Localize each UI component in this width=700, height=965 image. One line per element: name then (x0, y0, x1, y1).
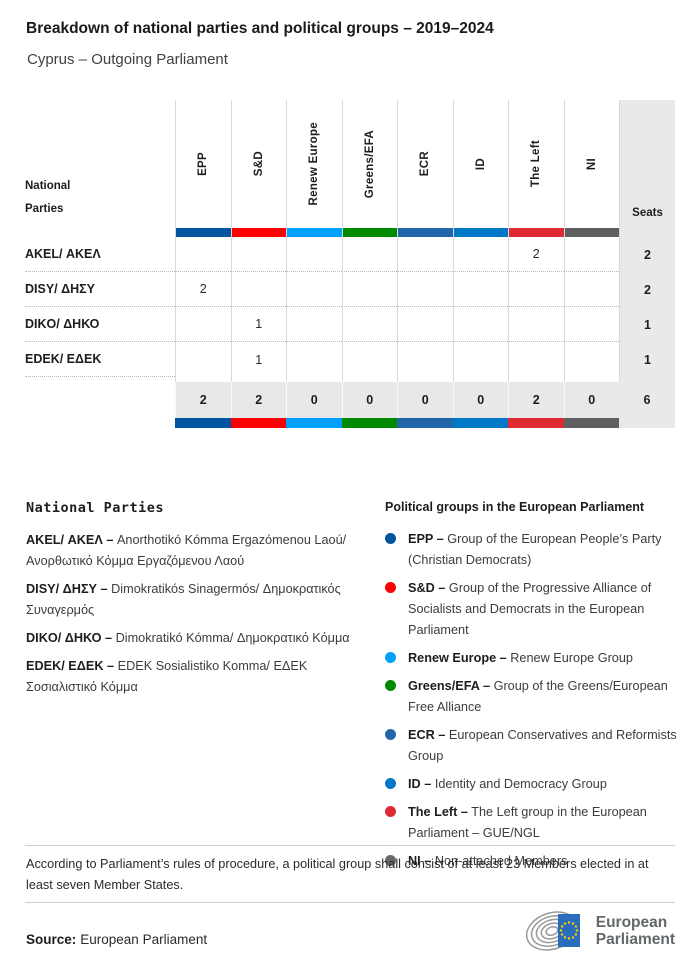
legend-item: Greens/EFA – Group of the Greens/Europea… (385, 676, 677, 718)
column-header-renew: Renew Europe (286, 100, 342, 228)
legend-item: ID – Identity and Democracy Group (385, 774, 677, 795)
ecr-color-swatch (397, 228, 453, 237)
epp-color-swatch (175, 418, 231, 428)
seats-table: National Parties EPP S&D Renew Europe Gr… (25, 100, 675, 428)
total-value: 0 (286, 382, 342, 418)
legend-item: DIKO/ ΔΗΚΟ – Dimokratikó Kómma/ Δημοκρατ… (26, 631, 350, 645)
national-parties-legend: National Parties AKEL/ ΑΚΕΛ – Anorthotik… (26, 500, 360, 705)
party-name: EDEK/ ΕΔΕΚ (25, 342, 175, 377)
theleft-color-swatch (508, 228, 564, 237)
total-value: 2 (508, 382, 564, 418)
ni-dot-icon (385, 855, 396, 866)
national-parties-header: National Parties (25, 180, 71, 215)
party-name: DIKO/ ΔΗΚΟ (25, 307, 175, 342)
sd-color-swatch (230, 418, 286, 428)
legend-item: AKEL/ ΑΚΕΛ – Anorthotikó Kómma Ergazómen… (26, 533, 347, 568)
ep-hemicycle-icon (525, 911, 580, 951)
divider (25, 845, 675, 846)
legend-item: ECR – European Conservatives and Reformi… (385, 725, 677, 767)
seats-value: 1 (619, 307, 675, 342)
epp-color-swatch (175, 228, 231, 237)
greens-dot-icon (385, 680, 396, 691)
sd-color-swatch (230, 228, 286, 237)
id-dot-icon (385, 778, 396, 789)
total-value: 2 (175, 382, 231, 418)
footnote-text: According to Parliament’s rules of proce… (26, 857, 649, 892)
page-subtitle: Cyprus – Outgoing Parliament (27, 51, 228, 68)
political-groups-legend: Political groups in the European Parliam… (385, 500, 677, 879)
table-header-row: National Parties EPP S&D Renew Europe Gr… (25, 100, 675, 228)
group-color-bar-bottom (25, 418, 675, 428)
seats-value: 1 (619, 342, 675, 377)
table-row: DIKO/ ΔΗΚΟ 1 1 (25, 307, 675, 342)
column-header-epp: EPP (175, 100, 231, 228)
legend-heading: National Parties (26, 500, 165, 516)
column-header-theleft: The Left (508, 100, 564, 228)
total-value: 0 (341, 382, 397, 418)
total-value: 0 (563, 382, 619, 418)
column-header-sd: S&D (230, 100, 287, 228)
column-header-greens: Greens/EFA (341, 100, 398, 228)
legend-item: EDEK/ ΕΔΕΚ – EDEK Sosialistiko Komma/ ΕΔ… (26, 659, 308, 694)
ecr-color-swatch (397, 418, 453, 428)
table-totals-row: 2 2 0 0 0 0 2 0 6 (25, 382, 675, 418)
legend-item: EPP – Group of the European People’s Par… (385, 529, 677, 571)
party-name: AKEL/ ΑΚΕΛ (25, 237, 175, 272)
column-header-id: ID (452, 100, 509, 228)
column-header-ni: NI (563, 100, 620, 228)
column-header-seats: Seats (619, 100, 675, 228)
legend-item: The Left – The Left group in the Europea… (385, 802, 677, 844)
legend-item: Renew Europe – Renew Europe Group (385, 648, 677, 669)
seats-value: 2 (619, 272, 675, 307)
greens-color-swatch (341, 228, 397, 237)
total-seats: 6 (619, 382, 675, 418)
total-value: 0 (452, 382, 508, 418)
legend-item: DISY/ ΔΗΣΥ – Dimokratikós Sinagermós/ Δη… (26, 582, 341, 617)
page-title: Breakdown of national parties and politi… (26, 20, 494, 37)
renew-dot-icon (385, 652, 396, 663)
european-parliament-logo: European Parliament (525, 908, 675, 954)
sd-dot-icon (385, 582, 396, 593)
total-value: 2 (230, 382, 286, 418)
ni-color-swatch (563, 228, 619, 237)
ep-logo-text: European Parliament (595, 914, 675, 948)
legend-item: NI – Non-attached Members (385, 851, 677, 872)
renew-color-swatch (286, 418, 342, 428)
legend-heading: Political groups in the European Parliam… (385, 500, 645, 514)
table-spacer-row (25, 377, 675, 382)
eu-flag-icon (557, 914, 580, 947)
seats-value: 2 (619, 237, 675, 272)
column-header-ecr: ECR (397, 100, 453, 228)
table-row: AKEL/ ΑΚΕΛ 2 2 (25, 237, 675, 272)
ecr-dot-icon (385, 729, 396, 740)
theleft-color-swatch (508, 418, 564, 428)
id-color-swatch (452, 228, 508, 237)
ni-color-swatch (563, 418, 619, 428)
table-row: DISY/ ΔΗΣΥ 2 2 (25, 272, 675, 307)
source-line: Source: European Parliament (26, 932, 208, 947)
renew-color-swatch (286, 228, 342, 237)
id-color-swatch (452, 418, 508, 428)
total-value: 0 (397, 382, 453, 418)
party-name: DISY/ ΔΗΣΥ (25, 272, 175, 307)
divider (25, 902, 675, 903)
epp-dot-icon (385, 533, 396, 544)
group-color-bar-top (25, 228, 675, 237)
table-row: EDEK/ ΕΔΕΚ 1 1 (25, 342, 675, 377)
greens-color-swatch (341, 418, 397, 428)
legend-item: S&D – Group of the Progressive Alliance … (385, 578, 677, 641)
theleft-dot-icon (385, 806, 396, 817)
